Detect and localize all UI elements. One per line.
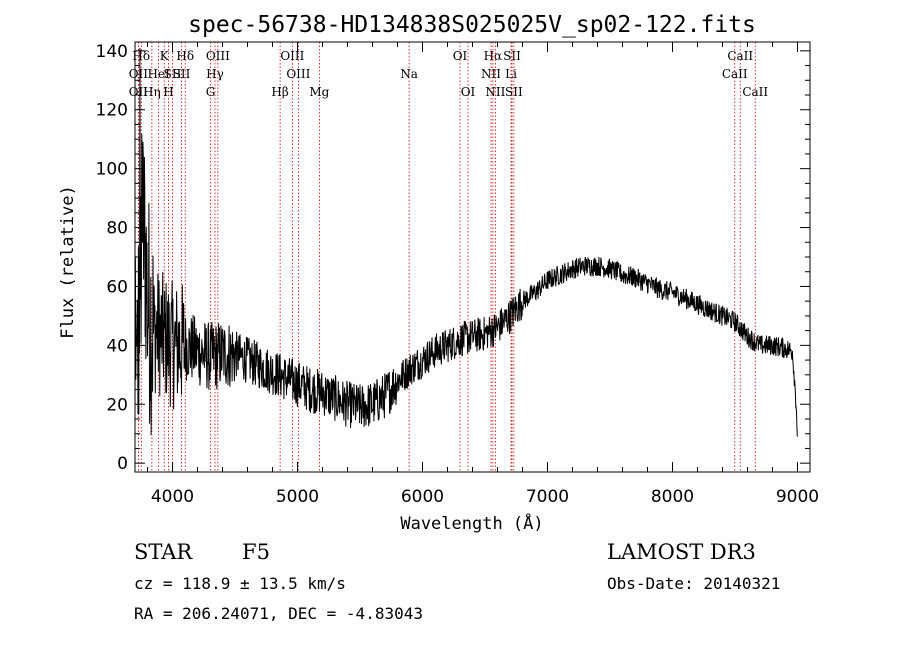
x-tick-label: 9000 — [776, 487, 819, 507]
y-tick-label: 60 — [106, 277, 128, 297]
spectral-line-label: OIII — [206, 49, 230, 63]
y-tick-label: 20 — [106, 395, 128, 415]
y-tick-label: 120 — [96, 101, 128, 121]
spectral-line-label: K — [160, 49, 170, 63]
spectral-line-label: SII — [173, 67, 191, 81]
x-axis-label: Wavelength (Å) — [400, 512, 543, 534]
x-axis-ticks: 4000 5000 6000 7000 8000 9000 — [147, 42, 819, 507]
spectral-line-label: H — [163, 85, 173, 99]
spectral-line-label: OII — [129, 85, 149, 99]
spectral-line-label: CaII — [722, 67, 748, 81]
y-tick-label: 80 — [106, 219, 128, 239]
survey-name: LAMOST DR3 — [607, 540, 756, 564]
x-tick-label: 8000 — [651, 487, 694, 507]
object-subclass: F5 — [242, 540, 270, 564]
y-tick-label: 140 — [96, 42, 128, 62]
spectral-line-label: OIII — [280, 49, 304, 63]
spectral-line-label: Hδ — [132, 49, 150, 63]
spectral-line-label: NII — [481, 67, 501, 81]
x-tick-label: 7000 — [526, 487, 569, 507]
spectral-line-label: G — [206, 85, 216, 99]
observation-date: Obs-Date: 20140321 — [607, 574, 780, 593]
spectral-line-label: CaII — [742, 85, 768, 99]
x-tick-label: 5000 — [276, 487, 319, 507]
spectral-line-label: Hδ — [176, 49, 194, 63]
y-tick-label: 40 — [106, 336, 128, 356]
spectral-line-label: Li — [505, 67, 517, 81]
spectral-line-label: Hη — [143, 85, 161, 99]
plot-frame — [134, 41, 811, 473]
spectral-line-label: Hβ — [271, 85, 288, 99]
y-axis-ticks: 0 20 40 60 80 100 120 140 — [96, 42, 810, 474]
spectrum-series — [134, 47, 798, 437]
x-tick-label: 6000 — [401, 487, 444, 507]
spectral-line-label: Hα — [484, 49, 503, 63]
sky-coordinates: RA = 206.24071, DEC = -4.83043 — [134, 604, 423, 623]
x-tick-label: 4000 — [151, 487, 194, 507]
spectral-line-label: Na — [400, 67, 418, 81]
spectral-line-label: CaII — [727, 49, 753, 63]
y-tick-label: 0 — [117, 454, 128, 474]
spectral-line-label: Mg — [309, 85, 329, 99]
spectral-line-label: NII — [485, 85, 505, 99]
spectral-line-label: SII — [503, 49, 521, 63]
spectral-line-label: Hγ — [206, 67, 224, 81]
redshift-value: cz = 118.9 ± 13.5 km/s — [134, 574, 346, 593]
spectral-line-label: OI — [453, 49, 468, 63]
y-axis-label: Flux (relative) — [58, 185, 78, 339]
y-tick-label: 100 — [96, 160, 128, 180]
spectral-line-label: SII — [505, 85, 523, 99]
spectrum-line — [134, 47, 798, 437]
chart-title: spec-56738-HD134838S025025V_sp02-122.fit… — [188, 12, 756, 38]
spectral-line-label: OI — [461, 85, 476, 99]
object-class: STAR — [134, 540, 193, 564]
spectral-line-label: OIII — [286, 67, 310, 81]
